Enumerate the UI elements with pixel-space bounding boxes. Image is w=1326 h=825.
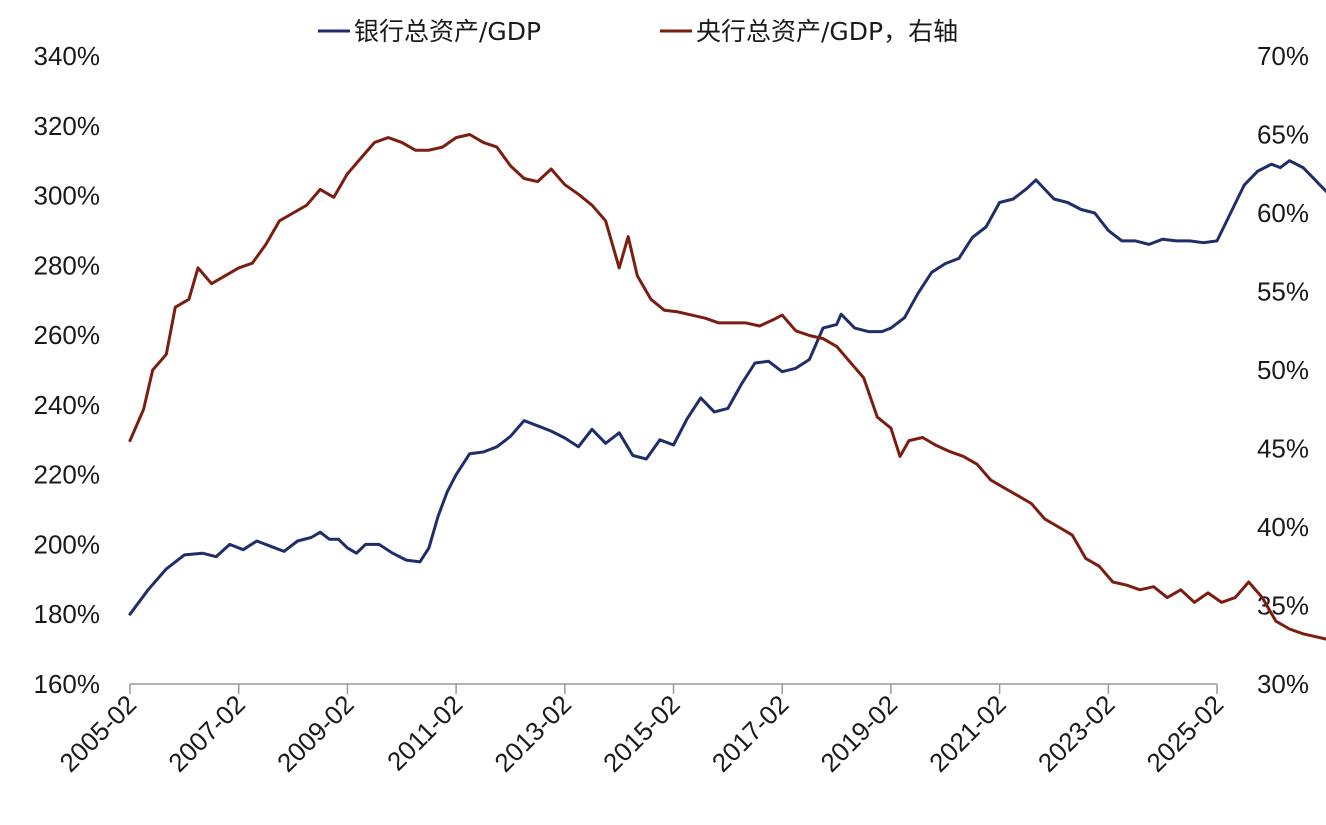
x-tick-label: 2017-02: [706, 689, 795, 778]
legend-label-bank: 银行总资产/GDP: [354, 17, 541, 46]
axes: 2005-02 2007-02 2009-02 2011-02 2013-02 2015-…: [34, 41, 1310, 778]
y-left-tick-label: 320%: [34, 111, 101, 141]
y-right-tick-label: 40%: [1257, 512, 1309, 542]
x-tick-label: 2005-02: [54, 689, 143, 778]
y-left-tick-label: 240%: [34, 390, 101, 420]
y-left-tick-label: 200%: [34, 529, 101, 559]
x-tick-label: 2021-02: [923, 689, 1012, 778]
x-tick-label: 2015-02: [597, 689, 686, 778]
x-tick-label: 2009-02: [271, 689, 360, 778]
series-line-bank-assets-gdp: [128, 159, 1326, 616]
x-tick-label: 2007-02: [162, 689, 251, 778]
y-left-tick-label: 260%: [34, 320, 101, 350]
x-tick-label: 2013-02: [488, 689, 577, 778]
y-right-tick-label: 65%: [1257, 120, 1309, 150]
legend: 银行总资产/GDP 央行总资产/GDP，右轴: [318, 17, 958, 46]
y-right-tick-label: 35%: [1257, 591, 1309, 621]
y-left-tick-label: 340%: [34, 41, 101, 71]
x-tick-label: 2023-02: [1032, 689, 1121, 778]
y-right-tick-label: 50%: [1257, 355, 1309, 385]
y-right-tick-label: 55%: [1257, 277, 1309, 307]
y-left-tick-label: 280%: [34, 250, 101, 280]
y-right-tick-label: 45%: [1257, 434, 1309, 464]
y-left-tick-label: 300%: [34, 181, 101, 211]
series-line-central-bank-assets-gdp: [128, 133, 1326, 641]
x-tick-label: 2011-02: [381, 689, 468, 776]
y-right-tick-label: 70%: [1257, 41, 1309, 71]
x-tick-label: 2019-02: [814, 689, 903, 778]
y-left-tick-label: 220%: [34, 460, 101, 490]
x-tick-label: 2025-02: [1141, 689, 1230, 778]
y-right-tick-label: 60%: [1257, 198, 1309, 228]
y-right-tick-label: 30%: [1257, 669, 1309, 699]
y-left-tick-label: 160%: [34, 669, 101, 699]
series-lines: [128, 133, 1326, 641]
y-left-tick-label: 180%: [34, 599, 101, 629]
legend-label-central-bank: 央行总资产/GDP，右轴: [696, 17, 958, 46]
